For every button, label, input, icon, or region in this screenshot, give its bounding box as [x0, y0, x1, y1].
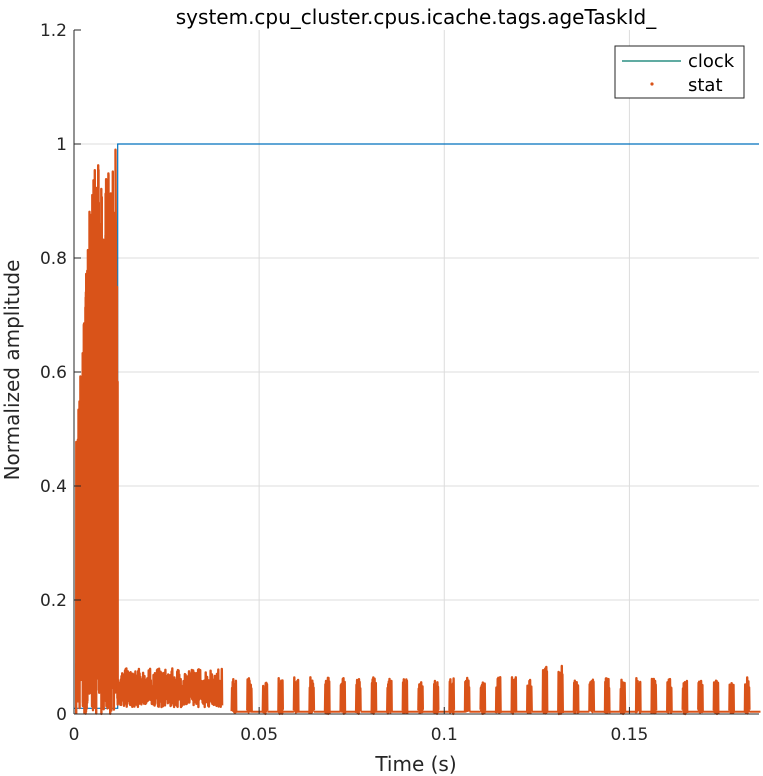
stat-burst-initial [74, 148, 119, 716]
y-tick-label: 1.2 [40, 21, 67, 41]
stat-spike [417, 681, 424, 715]
stat-spike [448, 677, 456, 716]
stat-spike [510, 676, 518, 715]
stat-spike [650, 677, 658, 715]
series-stat-dots [74, 148, 761, 716]
stat-spike [603, 677, 611, 715]
stat-spike [743, 676, 751, 715]
y-tick-label: 0.2 [40, 591, 67, 611]
x-tick-label: 0.05 [240, 725, 278, 745]
stat-spike [308, 676, 316, 715]
stat-spike [479, 681, 487, 715]
x-tick-label: 0.1 [431, 725, 458, 745]
stat-spike [572, 679, 580, 715]
stat-spike [588, 678, 596, 714]
stat-spike [541, 665, 549, 715]
stat-spike [370, 676, 378, 715]
stat-spike [339, 677, 347, 715]
y-tick-label: 1 [56, 135, 67, 155]
clock-line [74, 143, 759, 709]
y-tick-label: 0.6 [40, 363, 67, 383]
series-clock-line [74, 143, 759, 709]
stat-spike [697, 679, 704, 714]
legend-clock-label: clock [688, 51, 735, 72]
stat-spike [728, 682, 735, 715]
x-axis-label: Time (s) [374, 752, 456, 776]
legend-stat-label: stat [688, 75, 723, 96]
stat-spike [712, 679, 720, 716]
stat-spike [666, 677, 673, 715]
stat-spike [261, 681, 269, 716]
x-tick-label: 0 [69, 725, 80, 745]
stat-spike [432, 679, 440, 715]
stat-spike [292, 676, 300, 714]
grid [74, 30, 759, 714]
stat-band-low [116, 667, 224, 709]
chart-title: system.cpu_cluster.cpus.icache.tags.ageT… [176, 5, 657, 29]
stat-spike [619, 678, 627, 716]
stat-spike [354, 678, 362, 715]
legend-stat-swatch [650, 82, 654, 86]
stat-spike [323, 676, 331, 716]
y-tick-label: 0.4 [40, 477, 67, 497]
stat-spike [557, 664, 564, 716]
stat-spike [246, 677, 253, 714]
stat-spike [277, 677, 284, 716]
stat-spike [386, 677, 393, 715]
legend-box [614, 45, 745, 99]
stat-spike [463, 676, 471, 713]
y-axis-label: Normalized amplitude [0, 260, 24, 481]
y-tick-label: 0.8 [40, 249, 67, 269]
stat-spike [230, 678, 238, 714]
tick-labels: 0 0.2 0.4 0.6 0.8 1 1.2 0 0.05 0.1 0.15 [40, 21, 648, 745]
stat-spike [634, 677, 642, 715]
stat-spike [526, 678, 533, 715]
axes [73, 29, 759, 715]
y-tick-label: 0 [56, 705, 67, 725]
stat-spike [681, 679, 689, 716]
stat-spike [401, 678, 409, 715]
x-tick-label: 0.15 [610, 725, 648, 745]
stat-spike [494, 676, 502, 715]
legend: clock stat [614, 45, 745, 99]
